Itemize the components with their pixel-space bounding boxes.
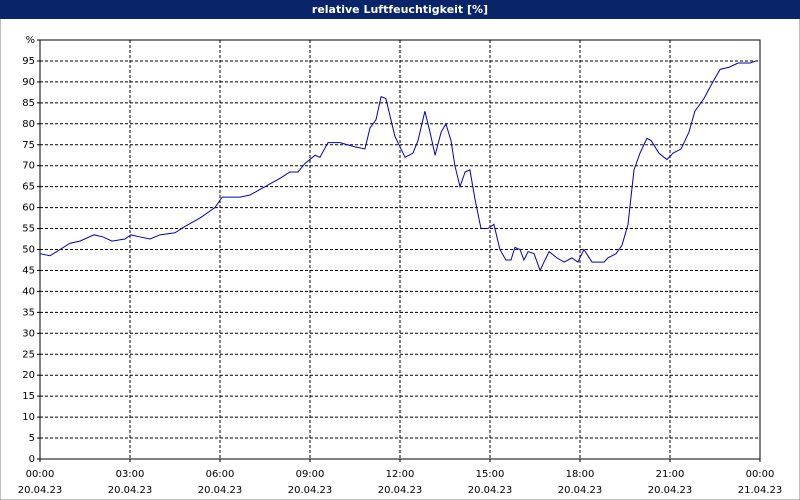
title-bar xyxy=(0,0,800,19)
x-tick-label: 00:00 xyxy=(26,469,55,480)
x-tick-label: 06:00 xyxy=(206,469,235,480)
y-tick-label: 90 xyxy=(22,77,35,88)
y-tick-label: 80 xyxy=(22,119,35,130)
chart-title: relative Luftfeuchtigkeit [%] xyxy=(312,3,488,16)
y-tick-label: 45 xyxy=(22,265,35,276)
x-tick-label: 00:00 xyxy=(746,469,775,480)
y-tick-label: 10 xyxy=(22,412,35,423)
y-tick-label: 25 xyxy=(22,349,35,360)
y-tick-label: 95 xyxy=(22,56,35,67)
y-tick-label: 85 xyxy=(22,98,35,109)
x-tick-date: 20.04.23 xyxy=(648,485,693,496)
x-tick-label: 12:00 xyxy=(386,469,415,480)
x-tick-date: 20.04.23 xyxy=(198,485,243,496)
x-tick-date: 20.04.23 xyxy=(108,485,153,496)
x-tick-label: 18:00 xyxy=(566,469,595,480)
y-tick-label: 30 xyxy=(22,328,35,339)
y-tick-label: 50 xyxy=(22,245,35,256)
x-tick-date: 21.04.23 xyxy=(738,485,783,496)
x-tick-label: 03:00 xyxy=(116,469,145,480)
y-tick-label: 5 xyxy=(29,433,35,444)
x-tick-label: 09:00 xyxy=(296,469,325,480)
x-tick-date: 20.04.23 xyxy=(18,485,63,496)
y-tick-label: 55 xyxy=(22,224,35,235)
y-tick-label: 35 xyxy=(22,307,35,318)
y-tick-label: 70 xyxy=(22,161,35,172)
data-line xyxy=(39,60,757,272)
y-tick-label: 40 xyxy=(22,286,35,297)
y-tick-label: 0 xyxy=(29,454,35,465)
x-tick-label: 21:00 xyxy=(656,469,685,480)
x-tick-date: 20.04.23 xyxy=(468,485,513,496)
y-tick-label: 75 xyxy=(22,140,35,151)
y-tick-label: 65 xyxy=(22,182,35,193)
x-tick-date: 20.04.23 xyxy=(378,485,423,496)
y-tick-label: % xyxy=(25,35,35,46)
y-tick-label: 60 xyxy=(22,203,35,214)
y-tick-label: 15 xyxy=(22,391,35,402)
x-tick-label: 15:00 xyxy=(476,469,505,480)
x-tick-date: 20.04.23 xyxy=(558,485,603,496)
y-tick-label: 20 xyxy=(22,370,35,381)
x-tick-date: 20.04.23 xyxy=(288,485,333,496)
